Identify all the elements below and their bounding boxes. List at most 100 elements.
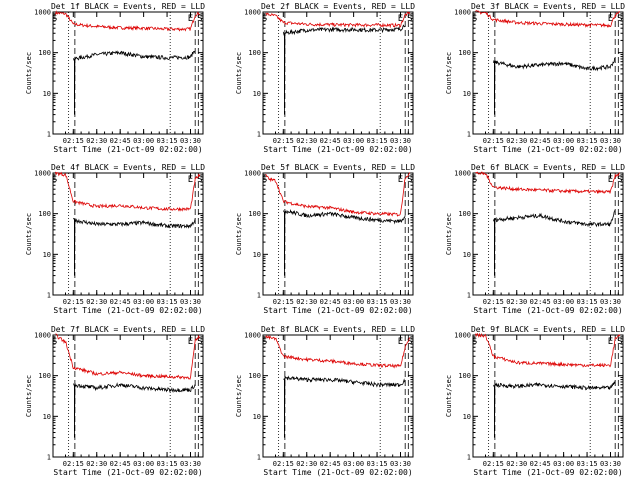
x-tick-label: 02:30 bbox=[296, 137, 317, 145]
start-marker: S bbox=[52, 175, 57, 185]
events-series-line bbox=[282, 208, 406, 276]
x-tick-label: 03:30 bbox=[180, 137, 201, 145]
x-tick-label: 02:30 bbox=[506, 460, 527, 468]
y-tick-label: 10 bbox=[253, 413, 261, 421]
x-tick-label: 03:00 bbox=[133, 137, 154, 145]
x-tick-label: 02:30 bbox=[506, 298, 527, 306]
y-tick-label: 100 bbox=[38, 372, 51, 380]
events-series-line bbox=[283, 375, 406, 438]
x-tick-label: 02:15 bbox=[273, 298, 294, 306]
events-series-line bbox=[492, 57, 616, 115]
x-tick-label: 02:30 bbox=[86, 137, 107, 145]
x-tick-label: 03:00 bbox=[553, 298, 574, 306]
x-tick-label: 03:30 bbox=[600, 460, 621, 468]
detector-panel: Det 6f BLACK = Events, RED = LLD 1 10 100 10… bbox=[445, 163, 625, 315]
x-tick-label: 02:45 bbox=[320, 298, 341, 306]
x-tick-label: 03:30 bbox=[180, 460, 201, 468]
start-marker: S bbox=[407, 337, 412, 347]
x-tick-label: 03:30 bbox=[600, 298, 621, 306]
events-series-line bbox=[73, 217, 196, 276]
x-tick-label: 02:30 bbox=[86, 298, 107, 306]
y-axis-label: Counts/sec bbox=[25, 52, 33, 94]
x-tick-label: 02:45 bbox=[530, 298, 551, 306]
x-tick-label: 02:30 bbox=[296, 298, 317, 306]
start-marker: S bbox=[407, 14, 412, 24]
x-axis-label: Start Time (21-Oct-09 02:02:00) bbox=[473, 468, 622, 477]
x-tick-label: 02:15 bbox=[483, 460, 504, 468]
x-tick-label: 03:30 bbox=[390, 137, 411, 145]
x-tick-label: 03:30 bbox=[180, 298, 201, 306]
x-tick-label: 02:15 bbox=[483, 298, 504, 306]
start-marker: S bbox=[617, 175, 622, 185]
start-marker: S bbox=[617, 337, 622, 347]
y-tick-label: 100 bbox=[248, 210, 261, 218]
panel-title: Det 4f BLACK = Events, RED = LLD bbox=[51, 163, 205, 172]
x-axis-label: Start Time (21-Oct-09 02:02:00) bbox=[263, 468, 412, 477]
end-marker: E bbox=[608, 14, 613, 24]
end-marker: E bbox=[188, 337, 193, 347]
start-marker: S bbox=[617, 14, 622, 24]
y-tick-label: 1 bbox=[467, 454, 471, 462]
y-tick-label: 1000 bbox=[454, 332, 471, 340]
x-axis-label: Start Time (21-Oct-09 02:02:00) bbox=[263, 306, 412, 315]
x-tick-label: 02:45 bbox=[110, 137, 131, 145]
lld-series-line bbox=[55, 171, 201, 212]
x-tick-label: 03:00 bbox=[343, 460, 364, 468]
x-axis-label: Start Time (21-Oct-09 02:02:00) bbox=[53, 468, 202, 477]
y-tick-label: 1 bbox=[47, 454, 51, 462]
start-marker: S bbox=[262, 337, 267, 347]
y-tick-label: 10 bbox=[463, 413, 471, 421]
y-tick-label: 1 bbox=[257, 454, 261, 462]
y-tick-label: 1000 bbox=[454, 9, 471, 17]
x-tick-label: 02:15 bbox=[63, 460, 84, 468]
x-tick-label: 02:45 bbox=[530, 137, 551, 145]
panel-title: Det 1f BLACK = Events, RED = LLD bbox=[51, 2, 205, 11]
start-marker: S bbox=[472, 14, 477, 24]
plot-frame bbox=[262, 334, 414, 458]
y-tick-label: 1 bbox=[47, 131, 51, 139]
y-tick-label: 1000 bbox=[244, 9, 261, 17]
start-marker: S bbox=[472, 175, 477, 185]
lld-series-line bbox=[265, 172, 411, 217]
y-tick-label: 100 bbox=[38, 210, 51, 218]
start-marker: S bbox=[262, 14, 267, 24]
y-tick-label: 10 bbox=[43, 90, 51, 98]
x-tick-label: 03:15 bbox=[157, 460, 178, 468]
y-axis-label: Counts/sec bbox=[25, 213, 33, 255]
y-tick-label: 1000 bbox=[34, 170, 51, 178]
x-tick-label: 03:00 bbox=[133, 460, 154, 468]
start-marker: S bbox=[197, 14, 202, 24]
x-axis-label: Start Time (21-Oct-09 02:02:00) bbox=[263, 145, 412, 154]
x-tick-label: 02:15 bbox=[63, 137, 84, 145]
start-marker: S bbox=[52, 337, 57, 347]
x-tick-label: 02:30 bbox=[86, 460, 107, 468]
detector-panel: Det 5f BLACK = Events, RED = LLD 1 10 100 10… bbox=[235, 163, 415, 315]
x-axis-label: Start Time (21-Oct-09 02:02:00) bbox=[473, 145, 622, 154]
x-axis-label: Start Time (21-Oct-09 02:02:00) bbox=[53, 306, 202, 315]
y-tick-label: 1 bbox=[257, 292, 261, 300]
end-marker: E bbox=[188, 175, 193, 185]
lld-series-line bbox=[265, 11, 411, 29]
x-tick-label: 03:15 bbox=[367, 137, 388, 145]
x-tick-label: 02:15 bbox=[273, 137, 294, 145]
y-axis-label: Counts/sec bbox=[235, 375, 243, 417]
y-axis-label: Counts/sec bbox=[25, 375, 33, 417]
events-series-line bbox=[492, 380, 616, 438]
lld-series-line bbox=[475, 10, 620, 28]
detector-panel: Det 1f BLACK = Events, RED = LLD 1 10 100 10… bbox=[25, 2, 205, 154]
plot-frame bbox=[52, 334, 204, 458]
x-tick-label: 03:15 bbox=[367, 298, 388, 306]
y-tick-label: 10 bbox=[43, 251, 51, 259]
start-marker: S bbox=[407, 175, 412, 185]
y-axis-label: Counts/sec bbox=[235, 52, 243, 94]
start-marker: S bbox=[262, 175, 267, 185]
y-axis-label: Counts/sec bbox=[235, 213, 243, 255]
panel-title: Det 3f BLACK = Events, RED = LLD bbox=[471, 2, 625, 11]
x-tick-label: 02:45 bbox=[320, 460, 341, 468]
y-tick-label: 1000 bbox=[34, 332, 51, 340]
y-tick-label: 100 bbox=[458, 372, 471, 380]
y-tick-label: 1000 bbox=[244, 332, 261, 340]
end-marker: E bbox=[398, 337, 403, 347]
x-tick-label: 02:15 bbox=[273, 460, 294, 468]
